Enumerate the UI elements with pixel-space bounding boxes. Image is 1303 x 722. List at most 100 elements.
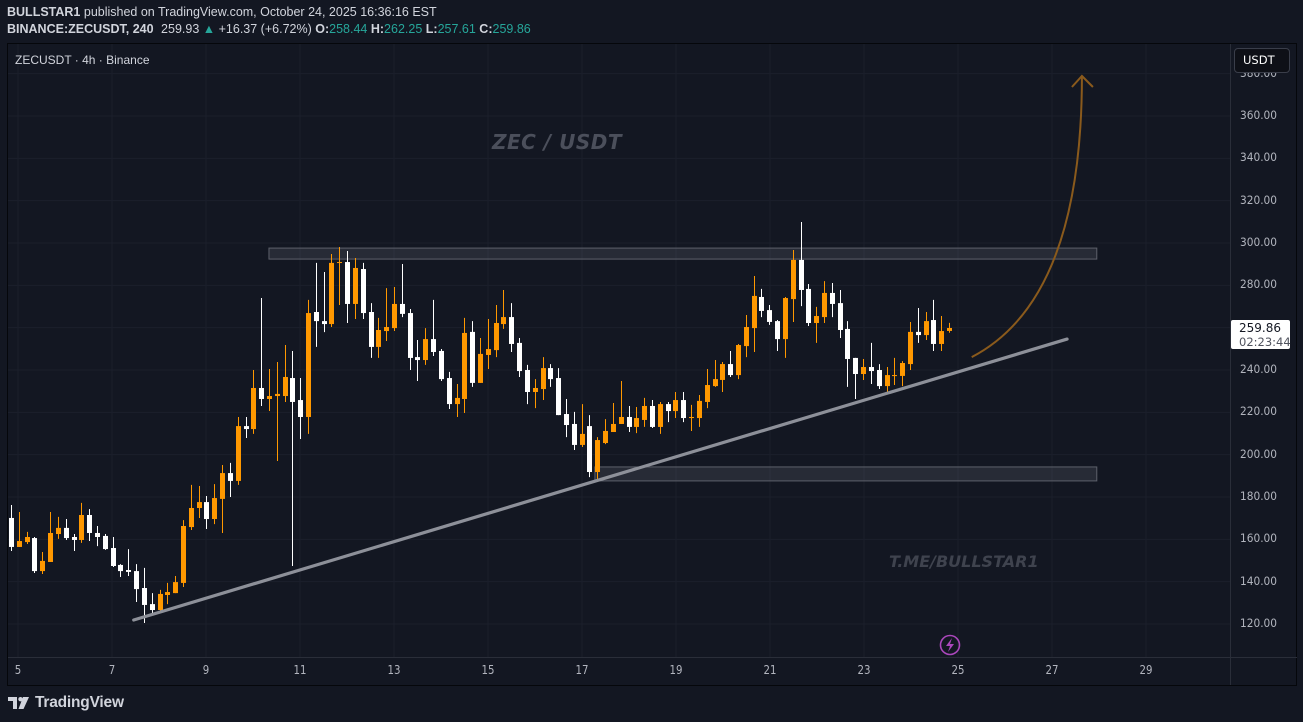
candle-down	[431, 299, 436, 357]
symbol-legend[interactable]: ZECUSDT · 4h · Binance	[15, 53, 150, 67]
candle-body	[392, 303, 397, 329]
candle-body	[830, 292, 835, 304]
candle-up	[158, 589, 163, 612]
candle-body	[587, 426, 592, 473]
candle-down	[525, 364, 530, 405]
time-axis-label: 13	[387, 663, 401, 677]
candle-up	[658, 401, 663, 434]
last-price-tag: 259.86 02:23:44	[1231, 320, 1291, 349]
candle-down	[877, 364, 882, 390]
candle-body	[611, 423, 616, 433]
candle-body	[627, 416, 632, 427]
high-label: H:	[370, 22, 385, 36]
candle-down	[87, 509, 92, 542]
candle-body	[697, 400, 702, 419]
currency-button[interactable]: USDT	[1234, 48, 1290, 73]
candle-up	[478, 338, 483, 383]
candle-body	[541, 368, 546, 390]
candle-body	[236, 426, 241, 481]
candle-down	[142, 567, 147, 623]
publish-line: BULLSTAR1 published on TradingView.com, …	[7, 4, 531, 21]
candle-body	[634, 418, 639, 427]
candle-up	[501, 289, 506, 329]
candle-down	[244, 416, 249, 438]
price-axis-label: 360.00	[1240, 107, 1278, 122]
candle-body	[759, 296, 764, 311]
candle-up	[892, 357, 897, 386]
time-axis-label: 17	[575, 663, 589, 677]
candle-body	[126, 570, 131, 572]
candle-body	[556, 378, 561, 416]
time-axis[interactable]: 5 7 9 11 13 15 17 19 21 23 25 27 29	[8, 657, 1230, 685]
candle-body	[861, 367, 866, 375]
tradingview-brand[interactable]: TradingView	[35, 694, 124, 711]
candle-body	[17, 541, 22, 547]
candle-up	[689, 404, 694, 431]
candle-body	[439, 350, 444, 380]
candle-up	[181, 520, 186, 587]
low-value: 257.61	[437, 22, 476, 36]
candle-body	[900, 363, 905, 376]
axis-corner	[1230, 657, 1297, 685]
candle-body	[298, 400, 303, 417]
candle-down	[314, 262, 319, 347]
candle-down	[345, 251, 350, 324]
candle-down	[322, 271, 327, 333]
tradingview-logo-icon[interactable]	[8, 696, 30, 710]
candle-body	[924, 321, 929, 336]
candle-body	[415, 357, 420, 361]
candle-down	[103, 534, 108, 550]
candle-up	[353, 258, 358, 319]
candle-body	[814, 316, 819, 324]
candle-body	[283, 376, 288, 397]
candle-body	[564, 414, 569, 426]
candle-body	[478, 353, 483, 383]
candle-down	[439, 349, 444, 382]
candle-down	[408, 309, 413, 370]
candle-body	[916, 331, 921, 336]
lightning-icon[interactable]	[939, 634, 961, 656]
candle-body	[72, 537, 77, 540]
price-axis[interactable]: 380.00360.00340.00320.00300.00280.00260.…	[1230, 44, 1297, 657]
candle-body	[720, 364, 725, 380]
close-value: 259.86	[492, 22, 531, 36]
price-axis-label: 320.00	[1240, 192, 1278, 207]
candle-body	[470, 331, 475, 383]
candle-up	[283, 345, 288, 402]
candle-up	[423, 328, 428, 365]
support-zone	[594, 466, 1098, 482]
candle-down	[228, 462, 233, 497]
candle-down	[95, 525, 100, 547]
time-axis-label: 7	[108, 663, 116, 677]
chart-frame	[7, 43, 1297, 686]
author-name[interactable]: BULLSTAR1	[7, 5, 81, 19]
candle-up	[79, 502, 84, 543]
candle-body	[134, 571, 139, 590]
candle-down	[666, 401, 671, 423]
time-axis-label: 27	[1045, 663, 1059, 677]
candle-body	[885, 375, 890, 387]
price-change: +16.37 (+6.72%)	[218, 22, 312, 36]
candle-down	[369, 303, 374, 358]
price-axis-label: 140.00	[1240, 573, 1278, 588]
candle-up	[752, 276, 757, 353]
candles	[9, 222, 952, 623]
candle-body	[822, 292, 827, 318]
candle-up	[642, 397, 647, 427]
candle-body	[806, 288, 811, 324]
candle-up	[25, 531, 30, 544]
candle-up	[947, 322, 952, 333]
candle-body	[658, 404, 663, 427]
candle-up	[251, 369, 256, 434]
candle-body	[681, 400, 686, 419]
candle-up	[697, 394, 702, 427]
candle-down	[111, 537, 116, 568]
candle-up	[220, 465, 225, 533]
candle-up	[462, 317, 467, 413]
candle-up	[814, 306, 819, 343]
candle-up	[713, 360, 718, 387]
candle-down	[361, 262, 366, 319]
candle-body	[603, 430, 608, 444]
open-value: 258.44	[329, 22, 368, 36]
